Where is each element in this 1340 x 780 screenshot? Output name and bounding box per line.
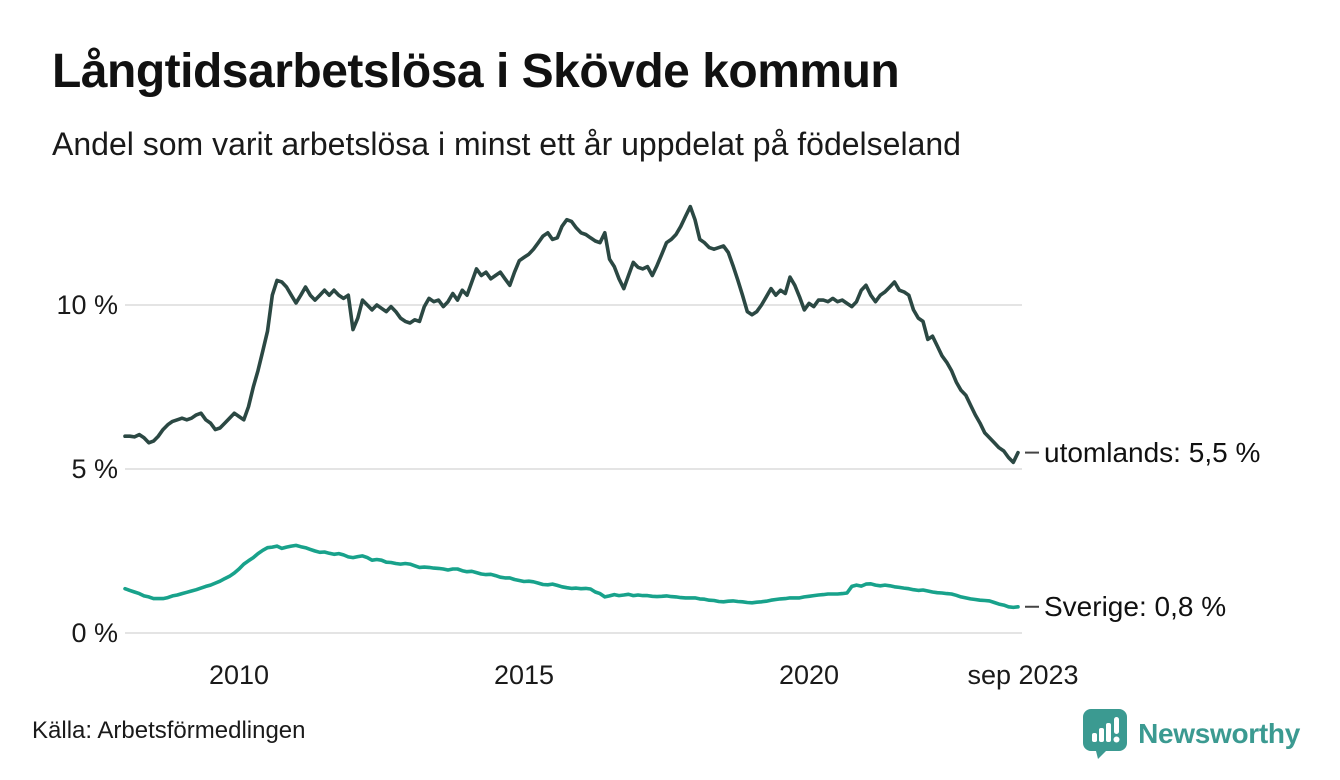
speech-bubble-bar-chart-icon: [1083, 709, 1128, 759]
y-tick-5: 5 %: [71, 454, 118, 484]
series-line-Sverige: [123, 543, 1020, 610]
series-line-utomlands: [123, 204, 1020, 465]
x-tick-sep-2023: sep 2023: [967, 660, 1079, 690]
series-label-utomlands: utomlands: 5,5 %: [1044, 436, 1261, 468]
chart-subtitle: Andel som varit arbetslösa i minst ett å…: [52, 126, 961, 162]
x-tick-2020: 2020: [778, 660, 840, 690]
chart-title: Långtidsarbetslösa i Skövde kommun: [52, 45, 900, 98]
source-note: Källa: Arbetsförmedlingen: [32, 717, 306, 744]
x-tick-2015: 2015: [493, 660, 555, 690]
y-tick-0: 0 %: [71, 618, 118, 648]
newsworthy-wordmark: Newsworthy: [1138, 718, 1300, 749]
series-label-sverige: Sverige: 0,8 %: [1044, 590, 1227, 622]
newsworthy-logo[interactable]: Newsworthy: [1082, 708, 1300, 760]
y-tick-10: 10 %: [56, 290, 118, 320]
x-tick-2010: 2010: [208, 660, 270, 690]
